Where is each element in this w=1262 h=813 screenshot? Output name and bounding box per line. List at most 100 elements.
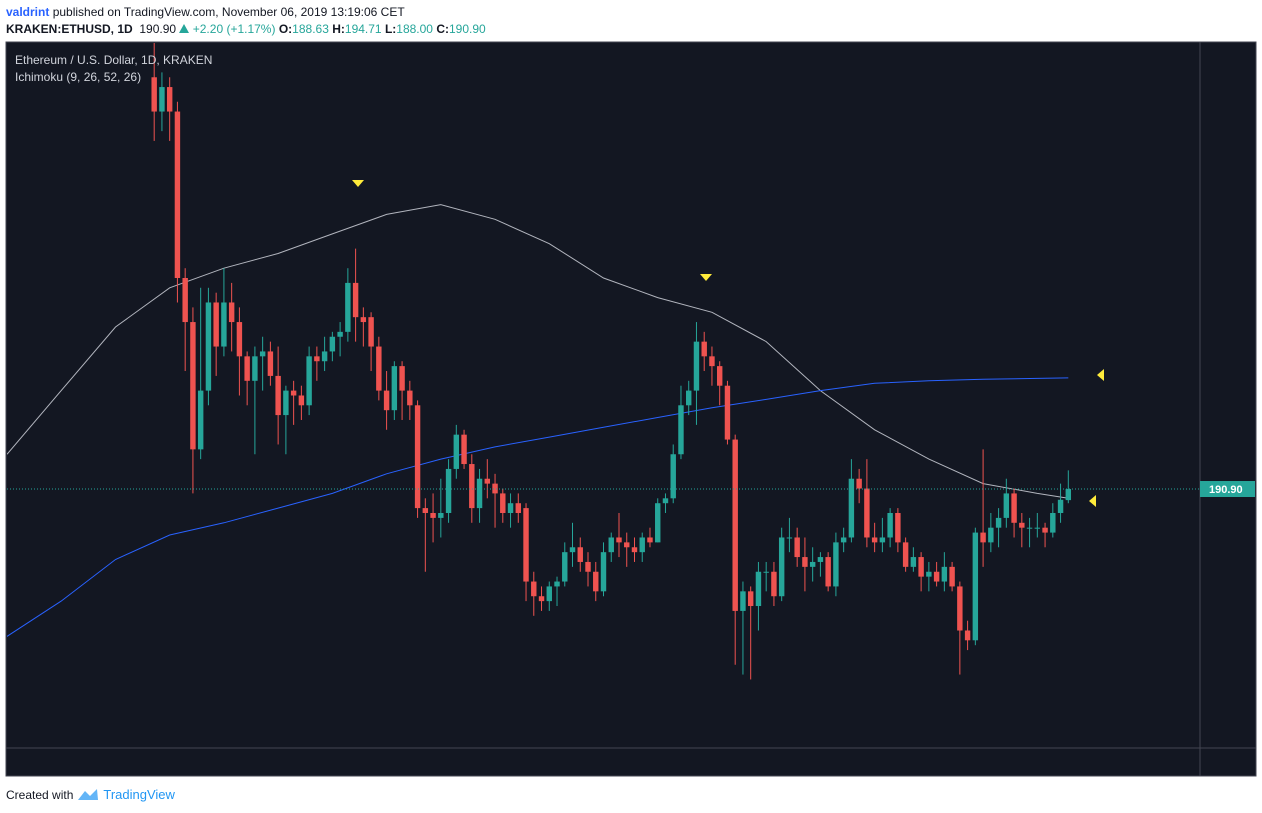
- candle-body: [538, 596, 545, 602]
- author[interactable]: valdrint: [6, 5, 50, 19]
- candle-body: [283, 390, 289, 416]
- candle-body: [1011, 493, 1017, 523]
- logo: [78, 788, 99, 800]
- candle-body: [902, 542, 909, 567]
- candle-body: [771, 571, 777, 597]
- ohlc: O:188.63 H:194.71 L:188.00 C:190.90: [279, 22, 486, 36]
- candle-body: [329, 336, 336, 352]
- candle-body: [825, 557, 831, 587]
- published: published on TradingView.com, November 0…: [52, 5, 405, 19]
- candle-body: [740, 591, 746, 611]
- marker: [700, 274, 712, 281]
- candle-body: [624, 542, 630, 548]
- candle-body: [631, 547, 638, 553]
- footer: Created with TradingView: [6, 787, 175, 802]
- candle-body: [1042, 527, 1048, 533]
- candle-body: [732, 439, 738, 611]
- candle-body: [174, 111, 181, 279]
- candle-body: [778, 537, 785, 597]
- ohlc-value: 194.71: [344, 22, 382, 36]
- candle-body: [228, 302, 235, 323]
- candle-body: [655, 503, 661, 543]
- candle-body: [523, 508, 529, 582]
- candle-body: [678, 405, 684, 455]
- up-arrow: [179, 24, 190, 33]
- candle-body: [701, 341, 707, 357]
- indicator: Ichimoku (9, 26, 52, 26): [15, 70, 141, 84]
- chart: 190.90 Ethereum / U.S. Dollar, 1D, KRAKE…: [5, 41, 1257, 777]
- candle-body: [182, 278, 188, 323]
- candle-body: [593, 571, 599, 592]
- candle-body: [895, 513, 901, 543]
- candle-body: [399, 366, 405, 391]
- candle-body: [492, 483, 498, 494]
- candle-body: [933, 571, 940, 582]
- candle-body: [321, 351, 328, 362]
- candle-body: [345, 282, 351, 332]
- candle-body: [670, 454, 676, 499]
- candle-body: [926, 571, 932, 577]
- candle-body: [910, 557, 917, 567]
- candle-body: [786, 537, 793, 539]
- candle-body: [306, 356, 312, 406]
- candle-body: [794, 537, 800, 558]
- candle-body: [337, 331, 343, 337]
- candle-body: [957, 586, 963, 631]
- candle-body: [554, 581, 560, 587]
- candle-body: [647, 537, 653, 543]
- candle-body: [856, 478, 862, 489]
- candle-body: [376, 346, 382, 391]
- candle-body: [662, 498, 669, 504]
- candle-body: [949, 566, 955, 587]
- candle-body: [585, 561, 591, 572]
- candle-body: [817, 557, 824, 562]
- candle-body: [422, 508, 429, 513]
- candle-body: [1003, 493, 1010, 518]
- price-label: 190.90: [1209, 484, 1243, 496]
- candle-body: [275, 375, 281, 416]
- candle-body: [407, 390, 413, 406]
- candle-body: [484, 478, 491, 484]
- candle-body: [205, 302, 212, 391]
- candle-body: [213, 302, 219, 347]
- marker: [1097, 369, 1104, 381]
- candle-body: [438, 513, 444, 518]
- marker: [352, 180, 364, 187]
- candle-body: [391, 366, 398, 411]
- candle-body: [941, 566, 948, 582]
- candle-body: [445, 468, 452, 513]
- candle-body: [298, 395, 305, 406]
- candle-body: [500, 493, 506, 513]
- created: Created with: [6, 787, 74, 802]
- ohlc-key: O:: [278, 22, 293, 36]
- ohlc-value: 188.63: [292, 22, 329, 36]
- candle-body: [430, 513, 436, 518]
- candle-body: [190, 322, 196, 450]
- marker: [1089, 495, 1096, 507]
- candle-body: [608, 537, 614, 553]
- candle-body: [252, 356, 258, 381]
- last: 190.90: [139, 22, 177, 36]
- candle-body: [569, 547, 576, 553]
- candle-body: [290, 390, 297, 396]
- candle-body: [546, 586, 552, 602]
- ohlc-value: 188.00: [396, 22, 433, 36]
- candle-body: [802, 557, 808, 567]
- ohlc-key: C:: [436, 22, 449, 36]
- candle-body: [368, 317, 374, 347]
- ohlc-key: L:: [384, 22, 397, 36]
- candle-body: [531, 581, 537, 597]
- candle-body: [267, 351, 274, 376]
- publish-line: valdrint published on TradingView.com, N…: [6, 4, 486, 21]
- candle-body: [1050, 513, 1056, 533]
- candle-body: [236, 322, 243, 357]
- candle-body: [833, 542, 839, 587]
- header: valdrint published on TradingView.com, N…: [6, 4, 486, 38]
- candle-body: [980, 532, 986, 543]
- candle-body: [918, 557, 924, 577]
- candle-body: [577, 547, 583, 562]
- brand[interactable]: TradingView: [103, 787, 175, 802]
- candle-body: [1065, 489, 1072, 501]
- price-label-box: [1200, 481, 1255, 498]
- chart-frame: [5, 41, 1257, 777]
